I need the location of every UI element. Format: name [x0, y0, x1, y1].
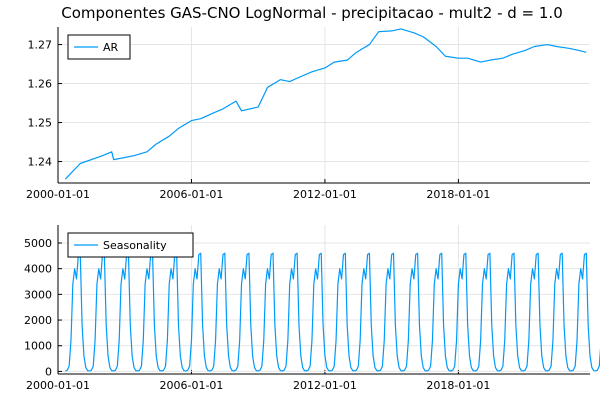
x-tick-label: 2018-01-01	[426, 188, 490, 201]
seasonality-panel: 2000-01-01 2006-01-01 2012-01-01 2018-01-01…	[24, 225, 600, 392]
x-tick-label: 2012-01-01	[293, 379, 357, 392]
y-tick-label: 2000	[24, 314, 52, 327]
y-tick-label: 5000	[24, 237, 52, 250]
y-tick-label: 1.24	[28, 156, 53, 169]
y-tick-label: 1.27	[28, 39, 53, 52]
legend-label: AR	[103, 41, 119, 54]
y-tick-label: 1.25	[28, 117, 53, 130]
legend: Seasonality	[67, 232, 194, 258]
series-line-seasonality	[65, 252, 600, 372]
x-tick-label: 2018-01-01	[426, 379, 490, 392]
y-tick-label: 1.26	[28, 78, 53, 91]
legend: AR	[67, 34, 131, 60]
x-tick-label: 2006-01-01	[159, 379, 223, 392]
y-tick-label: 4000	[24, 263, 52, 276]
x-tick-label: 2000-01-01	[26, 188, 90, 201]
series-line-ar	[64, 28, 587, 180]
chart-title: Componentes GAS-CNO LogNormal - precipit…	[61, 4, 562, 22]
x-tick-label: 2000-01-01	[26, 379, 90, 392]
legend-box	[67, 34, 131, 60]
y-tick-label: 3000	[24, 288, 52, 301]
x-tick-label: 2006-01-01	[159, 188, 223, 201]
ar-panel: 2000-01-01 2006-01-01 2012-01-01 2018-01-01…	[26, 27, 590, 201]
legend-label: Seasonality	[103, 239, 167, 252]
x-tick-label: 2012-01-01	[293, 188, 357, 201]
y-tick-label: 1000	[24, 340, 52, 353]
y-tick-label: 0	[45, 365, 52, 378]
